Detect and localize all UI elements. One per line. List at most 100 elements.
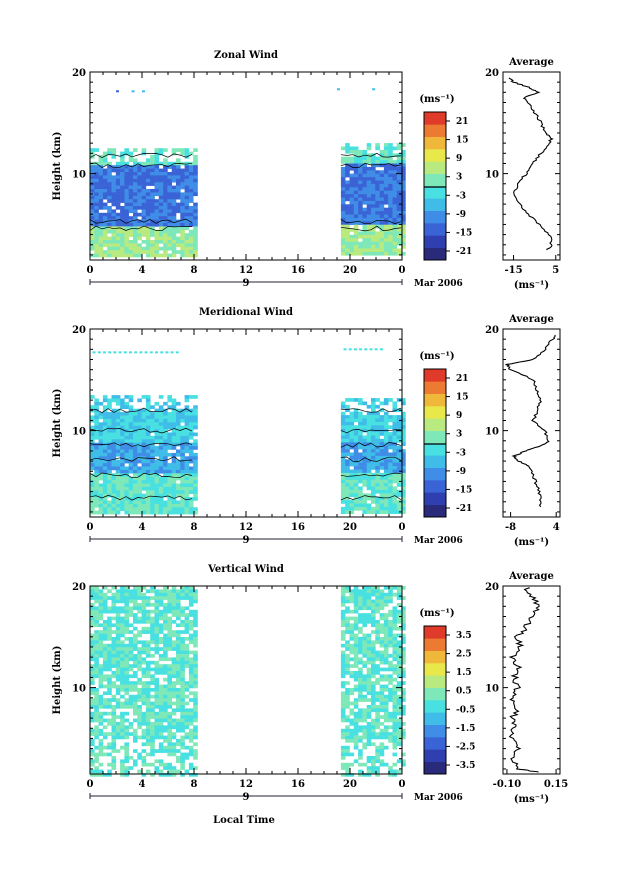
- heatmap-cell: [171, 253, 177, 258]
- heatmap-cell: [349, 739, 355, 743]
- heatmap-cell: [388, 200, 393, 205]
- heatmap-cell: [345, 752, 350, 757]
- heatmap-cell: [383, 684, 389, 689]
- heatmap-cell: [163, 250, 168, 254]
- heatmap-cell: [180, 172, 185, 176]
- heatmap-cell: [353, 238, 359, 242]
- heatmap-cell: [137, 490, 142, 494]
- heatmap-cell: [90, 490, 95, 494]
- heatmap-cell: [94, 497, 99, 501]
- heatmap-cell: [171, 250, 177, 254]
- heatmap-cell: [379, 694, 385, 699]
- heatmap-cell: [366, 728, 372, 733]
- sparse-cell: [129, 351, 132, 354]
- heatmap-cell: [150, 728, 155, 733]
- heatmap-cell: [193, 422, 198, 426]
- heatmap-cell: [133, 466, 138, 471]
- heatmap-cell: [158, 671, 164, 675]
- heatmap-cell: [107, 168, 112, 173]
- colorbar-tick-label: -3: [456, 448, 466, 458]
- heatmap-cell: [396, 194, 402, 198]
- heatmap-cell: [102, 725, 108, 730]
- heatmap-cell: [124, 773, 129, 777]
- heatmap-cell: [90, 739, 95, 743]
- heatmap-cell: [98, 650, 104, 655]
- heatmap-cell: [340, 684, 346, 689]
- heatmap-cell: [107, 660, 112, 665]
- heatmap-cell: [383, 449, 389, 453]
- heatmap-cell: [345, 479, 350, 484]
- day-label: 9: [243, 278, 250, 289]
- heatmap-cell: [383, 705, 389, 709]
- heatmap-cell: [383, 156, 389, 161]
- heatmap-cell: [362, 421, 367, 426]
- heatmap-cell: [154, 172, 160, 176]
- heatmap-cell: [115, 165, 121, 169]
- heatmap-cell: [188, 633, 194, 638]
- contour-lines: [89, 407, 193, 501]
- heatmap-cell: [107, 199, 112, 203]
- heatmap-cell: [349, 718, 355, 723]
- heatmap-cell: [167, 715, 172, 719]
- heatmap-cell: [366, 438, 372, 443]
- heatmap-cell: [193, 219, 198, 224]
- heatmap-cell: [102, 212, 108, 217]
- heatmap-cell: [362, 438, 367, 443]
- heatmap-cell: [115, 592, 121, 597]
- heatmap-cell: [124, 606, 129, 611]
- heatmap-cell: [120, 596, 125, 600]
- heatmap-cell: [340, 428, 346, 433]
- heatmap-cell: [349, 722, 355, 726]
- heatmap-cell: [111, 603, 117, 607]
- heatmap-cell: [188, 626, 194, 631]
- heatmap-cell: [124, 223, 129, 227]
- heatmap-cell: [94, 480, 99, 484]
- heatmap-cell: [184, 483, 190, 488]
- heatmap-cell: [392, 688, 398, 692]
- heatmap-cell: [158, 202, 164, 207]
- heatmap-cell: [98, 243, 104, 248]
- heatmap-cell: [392, 170, 398, 174]
- heatmap-cell: [111, 189, 117, 193]
- heatmap-cell: [371, 173, 376, 178]
- heatmap-cell: [150, 711, 155, 716]
- heatmap-cell: [349, 207, 355, 212]
- heatmap-cell: [392, 224, 398, 229]
- heatmap-cell: [141, 226, 147, 231]
- heatmap-cell: [154, 623, 160, 628]
- heatmap-cell: [98, 401, 104, 406]
- heatmap-cell: [383, 506, 389, 511]
- heatmap-cell: [137, 616, 142, 621]
- heatmap-cell: [98, 493, 104, 498]
- heatmap-cell: [375, 650, 380, 655]
- heatmap-cell: [145, 449, 151, 454]
- heatmap-cell: [176, 168, 181, 173]
- heatmap-cell: [133, 158, 138, 163]
- heatmap-cell: [371, 224, 376, 229]
- heatmap-cell: [167, 592, 172, 597]
- heatmap-cell: [180, 725, 185, 730]
- heatmap-cell: [375, 469, 380, 474]
- heatmap-cell: [145, 480, 151, 484]
- heatmap-cell: [379, 599, 385, 604]
- heatmap-cell: [163, 429, 168, 433]
- heatmap-cell: [353, 643, 359, 648]
- heatmap-cell: [392, 647, 398, 651]
- heatmap-cell: [375, 609, 380, 614]
- heatmap-cell: [345, 163, 350, 168]
- heatmap-cell: [171, 178, 177, 183]
- heatmap-cell: [176, 412, 181, 416]
- heatmap-cell: [358, 153, 363, 157]
- heatmap-cell: [401, 698, 406, 702]
- heatmap-cell: [379, 603, 385, 607]
- heatmap-cell: [111, 226, 117, 231]
- average-x-tick-label: -15: [505, 265, 523, 276]
- heatmap-cell: [383, 476, 389, 480]
- heatmap-cell: [102, 603, 108, 607]
- heatmap-cell: [362, 180, 367, 185]
- heatmap-cell: [141, 660, 147, 665]
- heatmap-cell: [128, 657, 134, 662]
- heatmap-cell: [375, 766, 380, 770]
- heatmap-cell: [184, 684, 190, 689]
- heatmap-cell: [171, 405, 177, 409]
